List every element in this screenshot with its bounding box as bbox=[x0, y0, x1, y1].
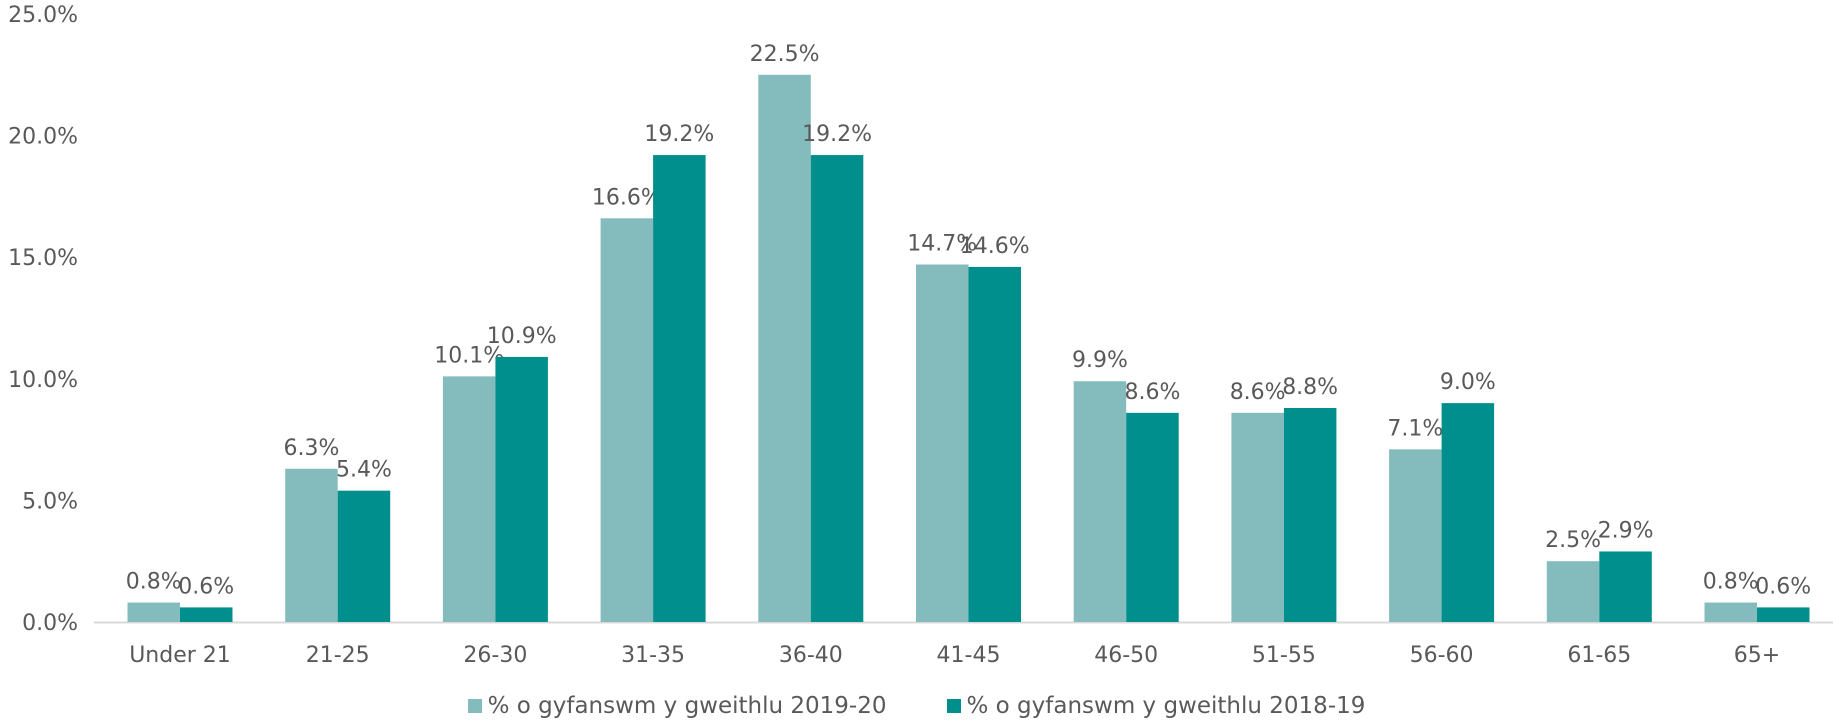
data-label: 16.6% bbox=[592, 185, 662, 210]
data-label: 0.6% bbox=[178, 574, 234, 599]
legend-swatch-2018-19 bbox=[946, 699, 961, 713]
bar-2018-19 bbox=[495, 356, 548, 622]
data-label: 10.9% bbox=[487, 324, 557, 349]
bar-2019-20 bbox=[1546, 561, 1600, 622]
data-label: 22.5% bbox=[750, 42, 820, 67]
x-tick-label: 56-60 bbox=[1410, 643, 1474, 668]
data-label: 14.7% bbox=[907, 231, 977, 256]
y-tick-label: 20.0% bbox=[8, 125, 78, 150]
x-tick-label: 46-50 bbox=[1094, 643, 1158, 668]
x-tick-label: 26-30 bbox=[463, 643, 527, 668]
chart-svg: 0.0%5.0%10.0%15.0%20.0%25.0%0.8%0.6%Unde… bbox=[8, 3, 1833, 668]
legend-item-2018-19: % o gyfanswm y gweithlu 2018-19 bbox=[946, 693, 1366, 719]
bar-2018-19 bbox=[653, 155, 706, 622]
y-tick-label: 25.0% bbox=[8, 3, 78, 28]
data-label: 7.1% bbox=[1387, 416, 1443, 441]
bar-2019-20 bbox=[916, 264, 969, 622]
x-tick-label: 31-35 bbox=[621, 643, 685, 668]
bar-2019-20 bbox=[600, 218, 654, 622]
x-tick-label: 51-55 bbox=[1252, 643, 1316, 668]
legend-item-2019-20: % o gyfanswm y gweithlu 2019-20 bbox=[467, 693, 887, 719]
data-label: 9.0% bbox=[1440, 370, 1496, 395]
bar-2018-19 bbox=[180, 607, 233, 622]
data-label: 2.5% bbox=[1545, 528, 1601, 553]
x-tick-label: 41-45 bbox=[937, 643, 1001, 668]
bar-2018-19 bbox=[810, 155, 864, 622]
bar-2019-20 bbox=[127, 602, 180, 622]
legend-swatch-2019-20 bbox=[467, 699, 482, 713]
data-label: 0.6% bbox=[1755, 574, 1811, 599]
y-tick-label: 5.0% bbox=[22, 489, 78, 514]
x-tick-label: Under 21 bbox=[129, 643, 231, 668]
data-label: 6.3% bbox=[283, 436, 339, 461]
data-label: 14.6% bbox=[960, 234, 1030, 259]
legend: % o gyfanswm y gweithlu 2019-20 % o gyfa… bbox=[0, 692, 1833, 720]
y-tick-label: 0.0% bbox=[22, 611, 78, 636]
bar-2019-20 bbox=[758, 74, 811, 623]
data-label: 9.9% bbox=[1072, 348, 1128, 373]
data-label: 2.9% bbox=[1598, 518, 1654, 543]
legend-label-2018-19: % o gyfanswm y gweithlu 2018-19 bbox=[966, 693, 1366, 719]
data-label: 10.1% bbox=[434, 343, 504, 368]
data-label: 8.6% bbox=[1230, 380, 1286, 405]
bar-2019-20 bbox=[1389, 449, 1442, 622]
bar-2019-20 bbox=[285, 468, 338, 622]
bar-2019-20 bbox=[1073, 381, 1127, 622]
data-label: 0.8% bbox=[1703, 570, 1759, 595]
bar-2019-20 bbox=[442, 376, 496, 622]
bar-2018-19 bbox=[337, 490, 391, 622]
x-tick-label: 36-40 bbox=[779, 643, 843, 668]
legend-label-2019-20: % o gyfanswm y gweithlu 2019-20 bbox=[487, 693, 887, 719]
x-tick-label: 21-25 bbox=[306, 643, 370, 668]
bar-2019-20 bbox=[1231, 412, 1284, 622]
bar-2018-19 bbox=[1757, 607, 1810, 622]
data-label: 8.8% bbox=[1282, 375, 1338, 400]
y-tick-label: 15.0% bbox=[8, 246, 78, 271]
y-tick-label: 10.0% bbox=[8, 368, 78, 393]
data-label: 8.6% bbox=[1124, 380, 1180, 405]
data-label: 5.4% bbox=[336, 458, 392, 483]
x-tick-label: 61-65 bbox=[1567, 643, 1631, 668]
bar-2018-19 bbox=[1283, 407, 1337, 622]
bar-2018-19 bbox=[968, 266, 1021, 622]
bar-2018-19 bbox=[1441, 403, 1495, 622]
data-label: 0.8% bbox=[126, 570, 182, 595]
data-label: 19.2% bbox=[644, 122, 714, 147]
data-label: 19.2% bbox=[802, 122, 872, 147]
bar-2018-19 bbox=[1599, 551, 1652, 622]
bar-2019-20 bbox=[1704, 602, 1757, 622]
bar-2018-19 bbox=[1126, 412, 1179, 622]
x-tick-label: 65+ bbox=[1734, 643, 1780, 668]
